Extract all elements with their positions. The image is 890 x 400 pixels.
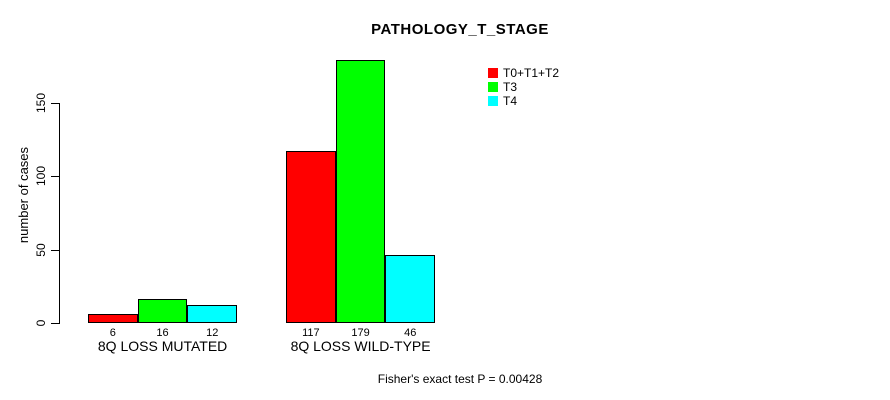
legend-label: T3 xyxy=(503,80,518,94)
y-tick-mark xyxy=(51,250,59,251)
legend-swatch xyxy=(488,68,498,78)
bar-value-label: 12 xyxy=(206,327,219,339)
legend-item-t0-t1-t2: T0+T1+T2 xyxy=(488,66,559,80)
bar-t4-8q-loss-mutated xyxy=(187,305,238,323)
legend-swatch xyxy=(488,96,498,106)
group-label-8q-loss-mutated: 8Q LOSS MUTATED xyxy=(97,338,228,354)
bar-value-label: 179 xyxy=(351,327,370,339)
chart-title: PATHOLOGY_T_STAGE xyxy=(371,21,549,38)
stat-annotation: Fisher's exact test P = 0.00428 xyxy=(377,372,543,386)
bar-t0-t1-t2-8q-loss-mutated xyxy=(88,314,138,323)
y-axis-line xyxy=(59,103,60,324)
bar-t0-t1-t2-8q-loss-wild-type xyxy=(286,151,336,323)
legend-item-t3: T3 xyxy=(488,80,559,94)
bar-value-label: 16 xyxy=(156,327,169,339)
bar-value-label: 117 xyxy=(302,327,320,339)
y-tick-label: 150 xyxy=(34,92,48,114)
y-axis-label: number of cases xyxy=(16,146,31,244)
bar-value-label: 6 xyxy=(109,327,116,339)
bar-value-label: 46 xyxy=(404,327,417,339)
legend: T0+T1+T2 T3 T4 xyxy=(488,66,559,108)
y-tick-label: 50 xyxy=(34,243,48,257)
y-tick-mark xyxy=(51,103,59,104)
y-tick-label: 0 xyxy=(34,319,48,327)
group-label-8q-loss-wild-type: 8Q LOSS WILD-TYPE xyxy=(290,338,431,354)
bar-t4-8q-loss-wild-type xyxy=(385,255,436,323)
legend-item-t4: T4 xyxy=(488,94,559,108)
bar-t3-8q-loss-mutated xyxy=(137,299,188,323)
y-tick-mark xyxy=(51,323,59,324)
y-tick-label: 100 xyxy=(34,165,48,187)
y-tick-mark xyxy=(51,176,59,177)
legend-label: T0+T1+T2 xyxy=(503,66,560,80)
legend-label: T4 xyxy=(503,94,518,108)
legend-swatch xyxy=(488,82,498,92)
bar-t3-8q-loss-wild-type xyxy=(335,60,386,323)
